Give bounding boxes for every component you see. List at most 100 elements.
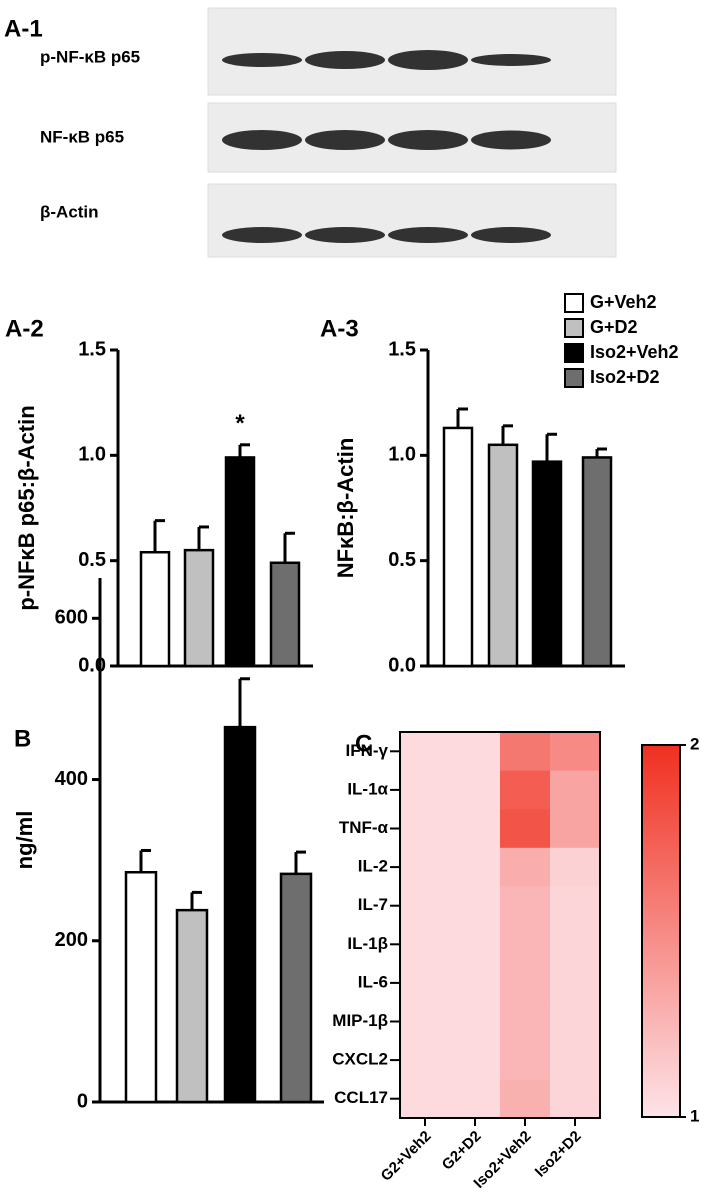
heat-cell bbox=[400, 770, 451, 810]
legend-label: G+D2 bbox=[590, 317, 638, 337]
heat-cell bbox=[400, 1040, 451, 1080]
heat-cell bbox=[550, 1040, 601, 1080]
y-tick-label: 1.5 bbox=[388, 338, 416, 360]
bar bbox=[487, 443, 519, 668]
heat-cell bbox=[400, 925, 451, 965]
y-tick-label: 0 bbox=[77, 1090, 88, 1112]
row-label: IFN-γ bbox=[346, 741, 389, 760]
heat-cell bbox=[500, 732, 551, 772]
panel-label: B bbox=[14, 725, 31, 752]
y-tick-label: 400 bbox=[55, 768, 88, 790]
y-tick-label: 1.0 bbox=[78, 444, 106, 466]
blot-band bbox=[388, 50, 468, 70]
blot-image bbox=[207, 183, 617, 258]
blot-band bbox=[471, 227, 551, 243]
y-tick-label: 0.0 bbox=[388, 654, 416, 676]
legend-label: Iso2+Veh2 bbox=[590, 342, 679, 362]
blot-row-label: β-Actin bbox=[40, 202, 99, 221]
heat-cell bbox=[500, 1079, 551, 1119]
heat-cell bbox=[500, 847, 551, 887]
bar bbox=[224, 456, 256, 668]
heat-cell bbox=[450, 1040, 501, 1080]
panel-label: A-3 bbox=[320, 315, 359, 342]
y-tick-label: 1.5 bbox=[78, 338, 106, 360]
heat-cell bbox=[550, 732, 601, 772]
blot-band bbox=[222, 227, 302, 243]
bar bbox=[531, 460, 563, 668]
bar bbox=[183, 548, 215, 668]
heat-cell bbox=[550, 886, 601, 926]
heat-cell bbox=[500, 925, 551, 965]
y-axis-label: p-NFκB p65:β-Actin bbox=[14, 405, 39, 610]
row-label: CXCL2 bbox=[332, 1050, 388, 1069]
heat-cell bbox=[450, 809, 501, 849]
bar bbox=[139, 550, 171, 668]
heat-cell bbox=[450, 1079, 501, 1119]
heat-cell bbox=[450, 732, 501, 772]
col-label: G2+D2 bbox=[439, 1128, 485, 1174]
heat-cell bbox=[450, 770, 501, 810]
legend-label: G+Veh2 bbox=[590, 292, 657, 312]
y-tick-label: 0.0 bbox=[78, 654, 106, 676]
legend-swatch bbox=[564, 343, 584, 363]
y-tick-label: 0.5 bbox=[78, 549, 106, 571]
blot-band bbox=[222, 53, 302, 67]
heat-cell bbox=[500, 963, 551, 1003]
bar bbox=[175, 908, 209, 1104]
heat-cell bbox=[500, 770, 551, 810]
heatmap-frame bbox=[399, 731, 601, 1119]
y-tick-label: 0.5 bbox=[388, 549, 416, 571]
heat-cell bbox=[450, 1002, 501, 1042]
bar bbox=[581, 456, 613, 668]
colorbar-tick-label: 1 bbox=[690, 1106, 699, 1125]
heat-cell bbox=[400, 1079, 451, 1119]
blot-band bbox=[305, 130, 385, 150]
heat-cell bbox=[400, 963, 451, 1003]
annotation: * bbox=[235, 644, 245, 671]
bar bbox=[223, 725, 257, 1104]
panel-label: C bbox=[355, 730, 372, 757]
bar bbox=[279, 872, 313, 1104]
bar bbox=[269, 561, 301, 668]
panel-label: A-1 bbox=[4, 15, 43, 42]
heat-cell bbox=[550, 770, 601, 810]
row-label: MIP-1β bbox=[332, 1011, 388, 1030]
blot-band bbox=[388, 227, 468, 243]
heat-cell bbox=[500, 809, 551, 849]
row-label: IL-2 bbox=[358, 857, 388, 876]
heat-cell bbox=[400, 847, 451, 887]
heat-cell bbox=[500, 886, 551, 926]
row-label: TNF-α bbox=[339, 818, 389, 837]
heat-cell bbox=[400, 732, 451, 772]
heat-cell bbox=[450, 963, 501, 1003]
y-axis-label: ng/ml bbox=[12, 811, 37, 870]
y-tick-label: 600 bbox=[55, 607, 88, 629]
y-tick-label: 1.0 bbox=[388, 444, 416, 466]
heat-cell bbox=[550, 1079, 601, 1119]
col-label: Iso2+D2 bbox=[532, 1128, 585, 1181]
blot-image bbox=[207, 7, 617, 96]
heat-cell bbox=[450, 886, 501, 926]
row-label: IL-7 bbox=[358, 895, 388, 914]
blot-row-label: p-NF-κB p65 bbox=[40, 47, 140, 66]
heat-cell bbox=[400, 1002, 451, 1042]
row-label: IL-6 bbox=[358, 972, 388, 991]
row-label: CCL17 bbox=[334, 1088, 388, 1107]
heat-cell bbox=[400, 809, 451, 849]
heat-cell bbox=[450, 925, 501, 965]
blot-band bbox=[305, 227, 385, 243]
row-label: IL-1β bbox=[347, 934, 388, 953]
legend-swatch bbox=[564, 318, 584, 338]
legend-swatch bbox=[564, 368, 584, 388]
heat-cell bbox=[550, 1002, 601, 1042]
legend-swatch bbox=[564, 293, 584, 313]
bar bbox=[124, 870, 158, 1104]
heat-cell bbox=[550, 925, 601, 965]
panel-label: A-2 bbox=[5, 315, 44, 342]
heat-cell bbox=[450, 847, 501, 887]
blot-band bbox=[471, 130, 551, 150]
y-axis-label: NFκB:β-Actin bbox=[333, 438, 358, 579]
colorbar-tick-label: 2 bbox=[690, 734, 699, 753]
